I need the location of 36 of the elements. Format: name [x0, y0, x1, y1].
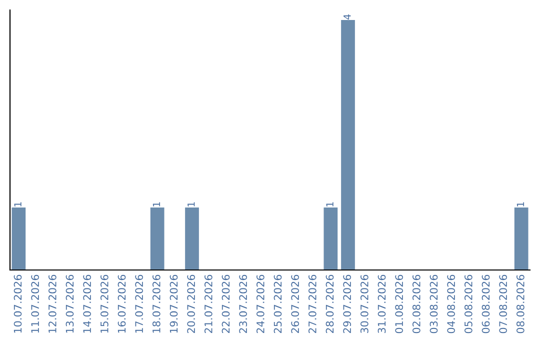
x-tick-label: 19.07.2026	[170, 274, 178, 333]
x-tick-label: 24.07.2026	[256, 274, 264, 334]
x-tick-label: 01.08.2026	[395, 274, 404, 334]
x-tick-label: 04.08.2026	[447, 274, 456, 334]
x-tick-label: 22.07.2026	[222, 274, 230, 334]
x-tick-label: 15.07.2026	[100, 274, 108, 333]
data-label: 1	[188, 202, 195, 206]
x-tick-label: 20.07.2026	[187, 274, 196, 334]
x-tick-label: 28.07.2026	[326, 274, 334, 334]
data-label: 4	[344, 14, 351, 20]
data-label: 1	[152, 202, 160, 206]
x-tick-label: 29.07.2026	[343, 274, 352, 334]
x-tick-label: 21.07.2026	[204, 274, 212, 334]
x-tick-label: 08.08.2026	[516, 274, 524, 334]
x-tick-label: 14.07.2026	[83, 274, 92, 333]
x-tick-label: 07.08.2026	[499, 274, 508, 334]
x-tick-label: 05.08.2026	[464, 274, 472, 334]
x-tick-label: 30.07.2026	[360, 274, 368, 334]
x-tick-label: 12.07.2026	[48, 274, 56, 333]
x-tick-label: 25.07.2026	[274, 274, 282, 334]
data-label: 1	[326, 202, 334, 206]
x-tick-label: 02.08.2026	[412, 274, 420, 334]
data-label: 1	[14, 202, 22, 206]
x-tick-label: 17.07.2026	[135, 274, 144, 333]
x-tick-label: 26.07.2026	[291, 274, 300, 334]
x-tick-label: 27.07.2026	[308, 274, 316, 334]
x-tick-label: 16.07.2026	[118, 274, 126, 333]
x-tick-label: 03.08.2026	[430, 274, 438, 334]
x-tick-label: 18.07.2026	[152, 274, 160, 333]
x-tick-label: 11.07.2026	[31, 274, 40, 333]
x-tick-label: 06.08.2026	[482, 274, 490, 334]
x-tick-label: 31.07.2026	[378, 274, 386, 334]
x-tick-label: 23.07.2026	[239, 274, 248, 334]
x-tick-label: 10.07.2026	[14, 274, 22, 333]
data-label: 1	[516, 202, 524, 206]
x-tick-label: 13.07.2026	[66, 274, 74, 333]
